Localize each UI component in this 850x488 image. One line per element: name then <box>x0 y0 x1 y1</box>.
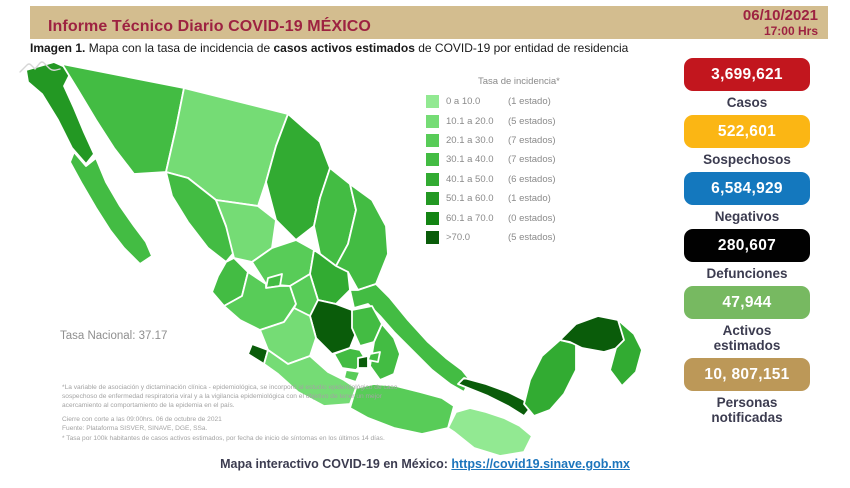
caption-text-1: Mapa con la tasa de incidencia de <box>85 41 274 55</box>
legend-range: 40.1 a 50.0 <box>446 173 494 185</box>
footnote-variable: *La variable de asociación y dictaminaci… <box>62 384 398 410</box>
sinave-link[interactable]: https://covid19.sinave.gob.mx <box>451 457 630 471</box>
map-state <box>457 377 533 417</box>
mountain-logo-icon <box>19 61 61 73</box>
stat-value-box: 6,584,929 <box>684 172 810 205</box>
legend-row: 40.1 a 50.0 (6 estados) <box>426 170 560 189</box>
map-state <box>447 407 533 457</box>
map-state <box>265 113 331 241</box>
map-state <box>349 383 455 435</box>
national-rate-label: Tasa Nacional: 37.17 <box>60 330 168 342</box>
legend-row: 0 a 10.0 (1 estado) <box>426 92 560 111</box>
stat-value-box: 522,601 <box>684 115 810 148</box>
header-band: Informe Técnico Diario COVID-19 MÉXICO 0… <box>30 6 828 39</box>
map-state <box>69 151 153 265</box>
stat-activos-estimados: 47,944 Activos estimados <box>672 286 822 353</box>
legend-count: (7 estados) <box>508 154 556 166</box>
stat-casos: 3,699,621 Casos <box>672 58 822 110</box>
legend-count: (5 estados) <box>508 115 556 127</box>
footer-label: Mapa interactivo COVID-19 en México: <box>220 457 452 471</box>
map-state <box>349 283 471 393</box>
footnote-fuente: Fuente: Plataforma SISVER, SINAVE, DGE, … <box>62 425 208 433</box>
report-time: 17:00 Hrs <box>763 24 818 38</box>
figure-caption: Imagen 1. Mapa con la tasa de incidencia… <box>30 41 628 55</box>
legend-row: 50.1 a 60.0 (1 estado) <box>426 189 560 208</box>
stat-personas-notificadas: 10, 807,151 Personas notificadas <box>672 358 822 425</box>
stat-value-box: 10, 807,151 <box>684 358 810 391</box>
legend-count: (6 estados) <box>508 173 556 185</box>
stat-value-box: 47,944 <box>684 286 810 319</box>
report-datetime: 06/10/2021 17:00 Hrs <box>742 7 818 39</box>
caption-text-2: de COVID-19 por entidad de residencia <box>414 41 629 55</box>
legend-swatch <box>426 114 439 128</box>
map-state <box>367 351 381 363</box>
map-region: Tasa de incidencia* 0 a 10.0 (1 estado) 1… <box>18 56 670 461</box>
legend-row: >70.0 (5 estados) <box>426 228 560 247</box>
legend-row: 60.1 a 70.0 (0 estados) <box>426 208 560 227</box>
stat-label: Casos <box>726 95 768 110</box>
legend-swatch <box>426 230 439 244</box>
page-title: Informe Técnico Diario COVID-19 MÉXICO <box>48 18 371 35</box>
stat-label: Personas notificadas <box>711 395 783 426</box>
footnote-cierre: Cierre con corte a las 09:00hrs. 06 de o… <box>62 415 222 423</box>
legend-range: 20.1 a 30.0 <box>446 134 494 146</box>
map-state <box>165 171 237 263</box>
legend-swatch <box>426 133 439 147</box>
stat-label: Sospechosos <box>703 152 791 167</box>
caption-bold: casos activos estimados <box>273 41 415 55</box>
legend-swatch <box>426 95 439 109</box>
mexico-choropleth-map <box>25 61 643 457</box>
stat-value-box: 280,607 <box>684 229 810 262</box>
footnote-tasa: * Tasa por 100k habitantes de casos acti… <box>62 434 385 442</box>
stat-label: Activos estimados <box>713 323 781 354</box>
legend-range: 10.1 a 20.0 <box>446 115 494 127</box>
legend-range: 30.1 a 40.0 <box>446 154 494 166</box>
legend-range: 0 a 10.0 <box>446 96 481 108</box>
stats-column: 3,699,621 Casos 522,601 Sospechosos 6,58… <box>672 0 822 488</box>
legend-count: (1 estado) <box>508 193 551 205</box>
map-state <box>609 319 643 387</box>
map-state <box>357 355 369 369</box>
map-state <box>343 369 361 383</box>
stat-negativos: 6,584,929 Negativos <box>672 172 822 224</box>
legend-count: (1 estado) <box>508 96 551 108</box>
map-footnotes: *La variable de asociación y dictaminaci… <box>62 383 400 443</box>
report-date: 06/10/2021 <box>742 7 818 24</box>
legend-range: 50.1 a 60.0 <box>446 193 494 205</box>
stat-value-box: 3,699,621 <box>684 58 810 91</box>
map-state <box>523 339 577 417</box>
legend-swatch <box>426 153 439 167</box>
legend-count: (5 estados) <box>508 231 556 243</box>
map-states <box>25 61 643 457</box>
legend-swatch <box>426 211 439 225</box>
caption-prefix: Imagen 1. <box>30 41 86 55</box>
legend-swatch <box>426 172 439 186</box>
legend-swatch <box>426 192 439 206</box>
legend-row: 10.1 a 20.0 (5 estados) <box>426 111 560 130</box>
footer: Mapa interactivo COVID-19 en México: htt… <box>0 457 850 471</box>
legend-row: 20.1 a 30.0 (7 estados) <box>426 131 560 150</box>
legend-count: (0 estados) <box>508 212 556 224</box>
stat-label: Negativos <box>714 209 780 224</box>
stat-defunciones: 280,607 Defunciones <box>672 229 822 281</box>
map-state <box>309 299 359 355</box>
legend-row: 30.1 a 40.0 (7 estados) <box>426 150 560 169</box>
legend-count: (7 estados) <box>508 134 556 146</box>
stat-label: Defunciones <box>706 266 788 281</box>
legend-range: 60.1 a 70.0 <box>446 212 494 224</box>
legend-title: Tasa de incidencia* <box>478 76 560 87</box>
stat-sospechosos: 522,601 Sospechosos <box>672 115 822 167</box>
map-state <box>369 323 401 381</box>
map-legend: Tasa de incidencia* 0 a 10.0 (1 estado) 1… <box>426 76 560 247</box>
legend-range: >70.0 <box>446 231 471 243</box>
